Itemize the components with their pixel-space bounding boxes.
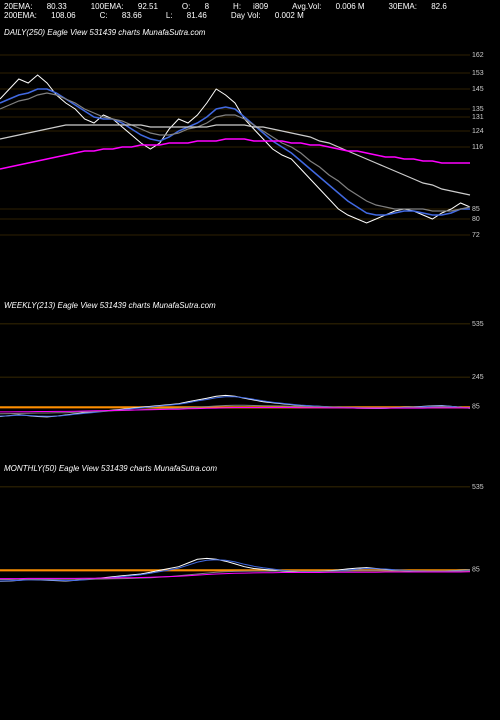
l-value: 81.46 xyxy=(187,11,207,20)
svg-text:85: 85 xyxy=(472,403,480,410)
ema100-label: 100EMA: xyxy=(91,2,124,11)
monthly-chart: 535 85 xyxy=(0,475,500,585)
monthly-title: MONTHLY(50) Eagle View 531439 charts Mun… xyxy=(0,462,500,475)
ema20-label: 20EMA: xyxy=(4,2,32,11)
svg-text:124: 124 xyxy=(472,128,484,135)
dayvol-value: 0.002 M xyxy=(275,11,304,20)
ema100-value: 92.51 xyxy=(138,2,158,11)
h-label: H: xyxy=(233,2,241,11)
ema30-label: 30EMA: xyxy=(389,2,417,11)
ema200-label: 200EMA: xyxy=(4,11,37,20)
h-value: i809 xyxy=(253,2,268,11)
weekly-chart: 535 245 85 xyxy=(0,312,500,422)
svg-text:116: 116 xyxy=(472,144,483,151)
svg-text:131: 131 xyxy=(472,114,484,121)
c-label: C: xyxy=(100,11,108,20)
svg-text:535: 535 xyxy=(472,484,484,491)
svg-text:135: 135 xyxy=(472,106,484,113)
daily-chart: 162 153 145 135131 124 116 85 80 72 xyxy=(0,39,500,259)
svg-text:72: 72 xyxy=(472,232,480,239)
o-label: O: xyxy=(182,2,190,11)
daily-title: DAILY(250) Eagle View 531439 charts Muna… xyxy=(0,26,500,39)
svg-text:145: 145 xyxy=(472,86,484,93)
ema20-value: 80.33 xyxy=(47,2,67,11)
svg-text:85: 85 xyxy=(472,566,480,573)
vol-value: 0.006 M xyxy=(336,2,365,11)
ema30-value: 82.6 xyxy=(431,2,447,11)
stats-header: 20EMA: 80.33 100EMA: 92.51 O: 8 H: i809 A… xyxy=(0,0,500,22)
svg-text:153: 153 xyxy=(472,70,484,77)
weekly-title: WEEKLY(213) Eagle View 531439 charts Mun… xyxy=(0,299,500,312)
l-label: L: xyxy=(166,11,173,20)
c-value: 83.66 xyxy=(122,11,142,20)
svg-text:245: 245 xyxy=(472,374,484,381)
svg-text:162: 162 xyxy=(472,52,484,59)
svg-text:80: 80 xyxy=(472,216,480,223)
ema200-value: 108.06 xyxy=(51,11,75,20)
o-value: 8 xyxy=(205,2,209,11)
svg-text:535: 535 xyxy=(472,321,484,328)
svg-text:85: 85 xyxy=(472,206,480,213)
dayvol-label: Day Vol: xyxy=(231,11,261,20)
vol-label: Avg.Vol: xyxy=(292,2,321,11)
